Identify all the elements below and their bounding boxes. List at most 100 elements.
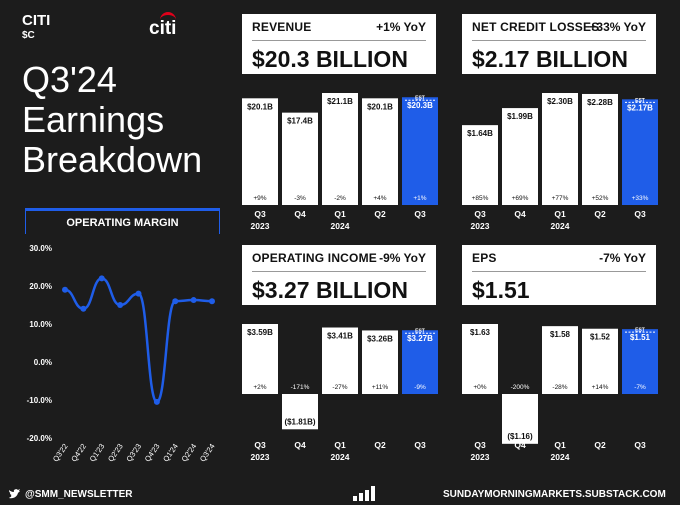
x-category-label: Q3 bbox=[414, 440, 426, 450]
x-category-label: Q2 bbox=[594, 209, 606, 219]
opinc-bar-chart: $3.59B +2% Q3 2023 ($1.81B) -171% Q4 $3.41B -27%… bbox=[242, 324, 438, 462]
x-tick-label: Q1'24 bbox=[161, 442, 180, 463]
x-category-label: Q3 bbox=[634, 440, 646, 450]
bar-value-label: $2.17B bbox=[627, 103, 653, 112]
bar bbox=[282, 112, 318, 205]
eps-label: EPS bbox=[472, 251, 497, 265]
bar bbox=[462, 324, 498, 394]
operating-margin-point bbox=[209, 298, 215, 305]
bar-value-label: $2.28B bbox=[587, 98, 613, 107]
site-link[interactable]: SUNDAYMORNINGMARKETS.SUBSTACK.COM bbox=[443, 489, 666, 500]
bar bbox=[622, 99, 658, 205]
revenue-card: REVENUE +1% YoY $20.3 BILLION bbox=[242, 14, 436, 74]
citi-logo: citi bbox=[149, 18, 177, 39]
bar bbox=[242, 98, 278, 205]
y-tick-label: 0.0% bbox=[34, 358, 52, 367]
operating-margin-point bbox=[135, 290, 142, 297]
y-tick-label: 20.0% bbox=[29, 282, 52, 291]
x-category-label: Q3 bbox=[254, 209, 266, 219]
bar-yoy-label: +11% bbox=[372, 384, 389, 391]
twitter-icon bbox=[9, 489, 20, 499]
bar bbox=[462, 125, 498, 205]
revenue-label: REVENUE bbox=[252, 20, 312, 34]
x-category-label: Q3 bbox=[474, 440, 486, 450]
x-year-label: 2023 bbox=[471, 452, 490, 462]
bar bbox=[622, 329, 658, 394]
operating-margin-point bbox=[190, 297, 197, 304]
x-tick-label: Q4'23 bbox=[143, 442, 162, 463]
bar bbox=[282, 394, 318, 430]
x-year-label: 2023 bbox=[251, 221, 270, 231]
operating-margin-point bbox=[80, 305, 87, 312]
eps-bar-chart: $1.63 +0% Q3 2023 ($1.16) -200% Q4 $1.58 -28% Q1 2… bbox=[462, 324, 658, 462]
x-tick-label: Q3'24 bbox=[198, 442, 217, 463]
revenue-value: $20.3 BILLION bbox=[252, 40, 426, 73]
bar-yoy-label: +1% bbox=[413, 195, 426, 202]
x-category-label: Q4 bbox=[514, 440, 526, 450]
y-tick-label: -10.0% bbox=[27, 396, 52, 405]
y-tick-label: 30.0% bbox=[29, 244, 52, 253]
bar bbox=[362, 98, 398, 205]
bar bbox=[542, 93, 578, 205]
x-category-label: Q3 bbox=[254, 440, 266, 450]
x-category-label: Q2 bbox=[594, 440, 606, 450]
bar-value-label: $20.3B bbox=[407, 101, 433, 110]
x-tick-label: Q1'23 bbox=[88, 442, 107, 463]
x-category-label: Q1 bbox=[334, 440, 346, 450]
bar-value-label: $20.1B bbox=[367, 102, 393, 111]
eps-value: $1.51 bbox=[472, 271, 646, 304]
operating-margin-point bbox=[172, 298, 179, 305]
bar-yoy-label: +9% bbox=[253, 195, 266, 202]
ticker-symbol: $C bbox=[22, 30, 35, 41]
x-category-label: Q4 bbox=[514, 209, 526, 219]
x-category-label: Q1 bbox=[554, 440, 566, 450]
x-category-label: Q3 bbox=[634, 209, 646, 219]
x-year-label: 2024 bbox=[551, 452, 570, 462]
page-title: Q3'24 Earnings Breakdown bbox=[22, 60, 232, 180]
bar-value-label: $17.4B bbox=[287, 117, 313, 126]
bar-value-label: ($1.81B) bbox=[284, 417, 315, 426]
est-label: EST bbox=[415, 96, 425, 102]
x-tick-label: Q2'23 bbox=[106, 442, 125, 463]
operating-margin-point bbox=[153, 398, 160, 405]
x-category-label: Q1 bbox=[334, 209, 346, 219]
x-tick-label: Q2'24 bbox=[180, 442, 199, 463]
bar-value-label: $3.59B bbox=[247, 328, 273, 337]
x-year-label: 2024 bbox=[331, 452, 350, 462]
newsletter-logo-icon bbox=[353, 486, 375, 501]
bar-yoy-label: +33% bbox=[632, 195, 649, 202]
twitter-handle[interactable]: @SMM_NEWSLETTER bbox=[25, 489, 133, 500]
operating-margin-line bbox=[64, 277, 213, 404]
x-category-label: Q4 bbox=[294, 209, 306, 219]
title-line-3: Breakdown bbox=[22, 139, 203, 180]
opinc-yoy: -9% YoY bbox=[379, 251, 426, 265]
bar-yoy-label: -3% bbox=[294, 195, 306, 202]
bar-value-label: ($1.16) bbox=[507, 432, 533, 441]
y-tick-label: 10.0% bbox=[29, 320, 52, 329]
bar-value-label: $3.41B bbox=[327, 332, 353, 341]
x-category-label: Q2 bbox=[374, 209, 386, 219]
x-year-label: 2023 bbox=[251, 452, 270, 462]
ncl-card: NET CREDIT LOSSES +33% YoY $2.17 BILLION bbox=[462, 14, 656, 74]
brand-name: CITI bbox=[22, 12, 51, 29]
bar-value-label: $20.1B bbox=[247, 102, 273, 111]
operating-margin-chart: 30.0%20.0%10.0%0.0%-10.0%-20.0%Q3'22 Q4'2… bbox=[27, 244, 217, 463]
bar-yoy-label: +14% bbox=[592, 384, 609, 391]
x-tick-label: Q4'22 bbox=[69, 442, 88, 463]
x-category-label: Q2 bbox=[374, 440, 386, 450]
bar-value-label: $1.99B bbox=[507, 112, 533, 121]
title-line-1: Q3'24 bbox=[22, 59, 117, 100]
bar-yoy-label: -27% bbox=[332, 384, 347, 391]
x-year-label: 2024 bbox=[551, 221, 570, 231]
x-tick-label: Q3'22 bbox=[51, 442, 70, 463]
eps-yoy: -7% YoY bbox=[599, 251, 646, 265]
est-label: EST bbox=[415, 329, 425, 335]
bar-yoy-label: -200% bbox=[511, 384, 530, 391]
bar bbox=[242, 324, 278, 394]
ncl-yoy: +33% YoY bbox=[589, 20, 646, 34]
bar bbox=[402, 330, 438, 394]
bar-yoy-label: -28% bbox=[552, 384, 567, 391]
bar-yoy-label: +85% bbox=[472, 195, 489, 202]
title-line-2: Earnings bbox=[22, 99, 165, 140]
bar-value-label: $1.58 bbox=[550, 330, 571, 339]
